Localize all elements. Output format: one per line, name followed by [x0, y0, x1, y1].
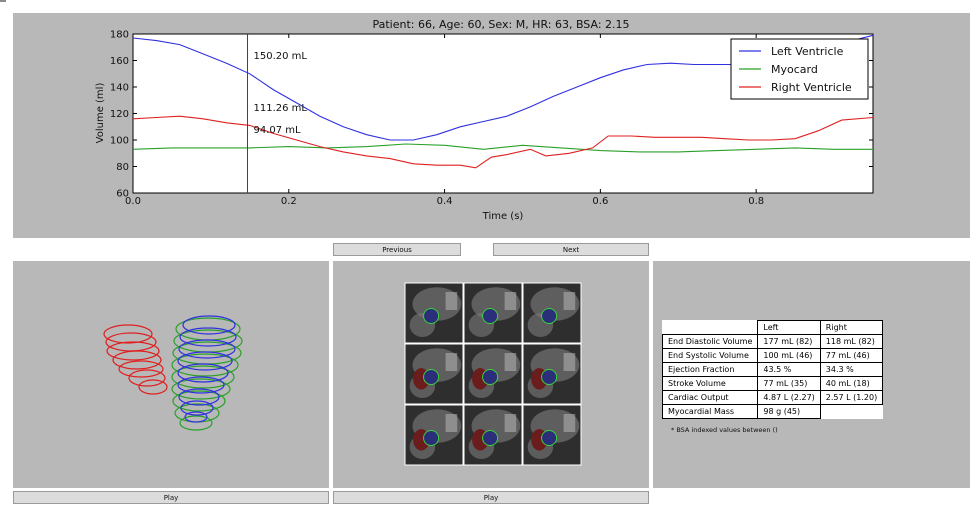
metrics-row-label: Cardiac Output	[661, 390, 759, 405]
y-tick-label: 160	[110, 56, 129, 67]
legend-entry: Myocard	[771, 63, 818, 76]
metrics-row-label: Stroke Volume	[661, 376, 759, 391]
mri-slice-thumbnail[interactable]	[463, 404, 523, 466]
x-tick-label: 0.2	[281, 196, 297, 207]
metrics-value-cell: 77 mL (35)	[757, 376, 821, 391]
metrics-row-label: Myocardial Mass	[661, 404, 759, 419]
metrics-value-cell: 77 mL (46)	[819, 348, 884, 363]
x-tick-label: 0.4	[437, 196, 453, 207]
play-button-slices[interactable]: Play	[333, 491, 649, 504]
metrics-value-cell: 34.3 %	[819, 362, 884, 377]
contour-3d-panel	[13, 261, 329, 488]
legend-entry: Left Ventricle	[771, 45, 844, 58]
cursor-value-label: 111.26 mL	[254, 103, 308, 114]
volume-chart-panel: Patient: 66, Age: 60, Sex: M, HR: 63, BS…	[13, 13, 970, 238]
mri-slice-thumbnail[interactable]	[404, 343, 464, 405]
y-tick-label: 120	[110, 109, 129, 120]
metrics-value-cell: 118 mL (82)	[819, 334, 884, 349]
metrics-row: End Diastolic Volume 177 mL (82) 118 mL (8…	[661, 334, 884, 349]
mri-slice-thumbnail[interactable]	[404, 404, 464, 466]
mri-slice-grid	[404, 282, 582, 466]
mri-slice-thumbnail[interactable]	[522, 343, 582, 405]
metrics-value-cell: 98 g (45)	[757, 404, 821, 419]
play-button-contours[interactable]: Play	[13, 491, 329, 504]
y-tick-label: 180	[110, 30, 129, 41]
volume-chart: Patient: 66, Age: 60, Sex: M, HR: 63, BS…	[95, 18, 874, 222]
metrics-value-cell	[820, 405, 882, 419]
x-tick-label: 0.6	[592, 196, 608, 207]
metrics-header-cell	[663, 321, 758, 335]
next-button[interactable]: Next	[493, 243, 649, 256]
bsa-note: * BSA indexed values between ()	[671, 426, 778, 434]
mri-slice-thumbnail[interactable]	[463, 343, 523, 405]
y-tick-label: 140	[110, 83, 129, 94]
metrics-panel: Left Right End Diastolic Volume 177 mL (82)…	[653, 261, 970, 488]
y-tick-label: 100	[110, 136, 129, 147]
x-tick-label: 0.0	[125, 196, 141, 207]
metrics-value-cell: 2.57 L (1.20)	[819, 390, 884, 405]
mri-slice-thumbnail[interactable]	[463, 282, 523, 344]
metrics-value-cell: 100 mL (46)	[757, 348, 821, 363]
series-line-myocard	[132, 143, 873, 153]
y-axis-label: Volume (ml)	[95, 83, 106, 144]
metrics-row: End Systolic Volume 100 mL (46) 77 mL (46)	[661, 348, 884, 363]
mri-slices-panel	[333, 261, 649, 488]
metrics-value-cell: 4.87 L (2.27)	[757, 390, 821, 405]
right-ventricle-contours	[103, 324, 168, 395]
x-axis-label: Time (s)	[482, 211, 524, 222]
metrics-row: Myocardial Mass 98 g (45)	[661, 404, 883, 419]
metrics-header-cell: Left	[757, 320, 821, 335]
chart-title: Patient: 66, Age: 60, Sex: M, HR: 63, BS…	[372, 18, 629, 31]
x-tick-label: 0.8	[748, 196, 764, 207]
mri-slice-thumbnail[interactable]	[522, 404, 582, 466]
mri-slice-thumbnail[interactable]	[522, 282, 582, 344]
legend-entry: Right Ventricle	[771, 81, 852, 94]
contour-3d-view	[103, 315, 243, 431]
metrics-row-label: End Systolic Volume	[661, 348, 759, 363]
metrics-table: Left Right End Diastolic Volume 177 mL (82)…	[661, 320, 884, 419]
previous-button[interactable]: Previous	[333, 243, 461, 256]
metrics-value-cell: 40 mL (18)	[819, 376, 884, 391]
metrics-header-cell: Right	[819, 320, 884, 335]
metrics-row: Stroke Volume 77 mL (35) 40 mL (18)	[661, 376, 884, 391]
metrics-row-label: End Diastolic Volume	[661, 334, 759, 349]
metrics-row: Ejection Fraction 43.5 % 34.3 %	[661, 362, 884, 377]
y-tick-label: 60	[116, 189, 129, 200]
metrics-row: Cardiac Output 4.87 L (2.27) 2.57 L (1.20)	[661, 390, 884, 405]
metrics-row-label: Ejection Fraction	[661, 362, 759, 377]
series-line-right-ventricle	[132, 115, 874, 169]
cursor-value-label: 94.07 mL	[254, 125, 302, 136]
metrics-header-row: Left Right	[663, 320, 884, 335]
metrics-value-cell: 43.5 %	[757, 362, 821, 377]
cursor-value-label: 150.20 mL	[254, 51, 308, 62]
mri-slice-thumbnail[interactable]	[404, 282, 464, 344]
metrics-value-cell: 177 mL (82)	[757, 334, 821, 349]
window-edge	[0, 0, 6, 2]
left-ventricle-contours	[177, 315, 237, 423]
chart-legend: Left Ventricle Myocard Right Ventricle	[730, 38, 869, 100]
y-tick-label: 80	[116, 162, 129, 173]
